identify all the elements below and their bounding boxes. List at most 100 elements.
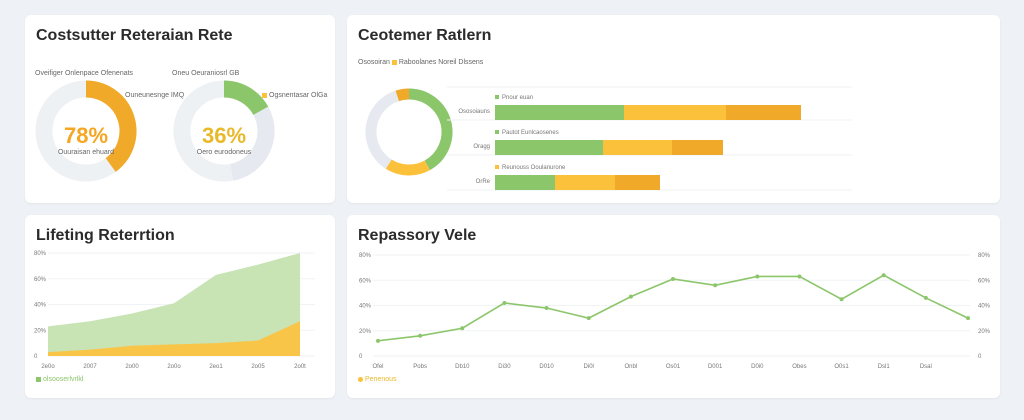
legend: Ososoiran Raboolanes Noreil Dlssens <box>358 59 484 66</box>
y-tick-label: 0 <box>34 354 38 360</box>
x-tick-label: 2o00 <box>125 364 139 370</box>
data-point <box>671 276 675 281</box>
donut-caption: Oneu Oeuraniosrl GB <box>172 70 240 77</box>
y-tick-label-right: 0 <box>978 354 982 360</box>
donut-segment <box>385 159 430 176</box>
y-tick-label-right: 60% <box>978 278 991 284</box>
donut-secondary-arc <box>229 106 275 181</box>
bar-label: OrRe <box>476 179 491 185</box>
data-point <box>966 316 970 321</box>
line-chart: 0 0 20% 20% 40% 40% 60% 60% 80% 80% Ofel Pobs Db10 Di… <box>359 253 991 370</box>
x-tick-label: O0s1 <box>834 364 849 370</box>
x-tick-label: D001 <box>708 364 723 370</box>
y-tick-label: 60% <box>359 278 372 284</box>
donut-segment <box>365 90 400 169</box>
x-tick-label: Di0l <box>584 364 594 370</box>
data-point <box>376 338 380 343</box>
x-tick-label: 2o0o <box>167 364 181 370</box>
x-tick-label: Os01 <box>666 364 681 370</box>
bar-segment <box>495 175 555 190</box>
x-tick-label: 2eo1 <box>209 364 223 370</box>
card-title: Repassory Vele <box>358 227 477 244</box>
x-tick-label: Dsl1 <box>878 364 891 370</box>
x-tick-label: Db10 <box>455 364 470 370</box>
legend: olsooserlvrlkl <box>36 376 83 383</box>
x-tick-label: Dsal <box>920 364 932 370</box>
y-tick-label: 20% <box>359 329 372 335</box>
y-tick-label: 40% <box>34 303 47 309</box>
card-title: Lifeting Reterrtion <box>36 227 175 244</box>
donut-segment <box>408 88 453 171</box>
x-tick-label: Obes <box>792 364 806 370</box>
data-point <box>544 306 549 311</box>
data-point <box>460 326 465 331</box>
pattern-card: Ceotemer Ratlern Ososoiran Raboolanes No… <box>347 15 1000 203</box>
bar-segment <box>624 105 726 120</box>
x-tick-label: 2e0o <box>41 364 55 370</box>
donut-value: 36% <box>201 123 247 148</box>
data-point <box>713 283 718 288</box>
y-tick-label: 60% <box>34 277 47 283</box>
card-title: Costsutter Reteraian Rete <box>36 27 233 44</box>
donut-segment <box>395 88 410 102</box>
y-tick-label: 80% <box>359 253 372 259</box>
x-tick-label: Onbl <box>625 364 638 370</box>
pattern-chart: Pnour euan Ososoiauns Pautot Eunlcaosenes O… <box>365 86 852 191</box>
bar-segment <box>615 175 660 190</box>
bar-legend-marker <box>495 95 499 99</box>
donut-legend: Ogsnentasar OlGa <box>262 92 327 99</box>
y-tick-label-right: 20% <box>978 329 991 335</box>
x-tick-label: D010 <box>539 364 554 370</box>
x-tick-label: 2007 <box>83 364 97 370</box>
data-point <box>881 273 886 278</box>
bar-segment <box>495 105 624 120</box>
x-tick-label: Ofel <box>372 364 383 370</box>
bar-caption: Pautot Eunlcaosenes <box>502 130 559 136</box>
legend: Penenous <box>358 376 397 383</box>
y-tick-label: 0 <box>359 354 363 360</box>
data-point <box>502 300 507 305</box>
donut-sub: Oero eurodoneus <box>196 149 252 156</box>
bar-segment <box>555 175 615 190</box>
retention-donuts <box>35 80 275 182</box>
y-tick-label: 20% <box>34 328 47 334</box>
x-tick-label: 2o0t <box>294 364 306 370</box>
data-point <box>418 333 423 338</box>
donut-sub: Ouuraisan ehuard <box>57 149 115 156</box>
area-series <box>48 321 300 356</box>
donut-caption: Oveifiger Onlenpace Ofenenats <box>35 70 134 77</box>
bar-caption: Pnour euan <box>502 95 533 101</box>
bar-label: Ososoiauns <box>458 109 490 115</box>
data-point <box>586 316 591 321</box>
bar-legend-marker <box>495 130 499 134</box>
data-point <box>628 294 633 299</box>
data-point <box>755 274 760 279</box>
donut-value: 78% <box>63 123 109 148</box>
bar-segment <box>495 140 603 155</box>
repository-card: Repassory Vele 0 0 20% 20% 40% 40% 60% 60% 80% 80… <box>347 215 1000 398</box>
bar-label: Oragg <box>473 144 490 150</box>
donut-legend: Ouneunesnge IMQ <box>125 92 185 99</box>
bar-segment <box>603 140 672 155</box>
bar-legend-marker <box>495 165 499 169</box>
data-point <box>839 297 844 302</box>
x-tick-label: D0i0 <box>751 364 764 370</box>
bar-segment <box>672 140 723 155</box>
y-tick-label: 40% <box>359 304 372 310</box>
y-tick-label-right: 40% <box>978 304 991 310</box>
area-chart: 0 20% 40% 60% 80% 2e0o 2007 2o00 2o0o 2eo1 2o05 2o0… <box>34 251 315 370</box>
x-tick-label: Di30 <box>498 364 511 370</box>
data-point <box>797 274 802 279</box>
bar-caption: Reunouss Ooulanurone <box>502 165 566 171</box>
donut-arc <box>223 80 269 116</box>
donut-arc <box>85 80 137 172</box>
x-tick-label: 2o05 <box>251 364 265 370</box>
area-series <box>48 253 300 356</box>
card-title: Ceotemer Ratlern <box>358 27 492 44</box>
retention-card: Costsutter Reteraian Rete Oveifiger Onle… <box>25 15 335 203</box>
x-tick-label: Pobs <box>413 364 427 370</box>
y-tick-label-right: 80% <box>978 253 991 259</box>
lifetime-card: Lifeting Reterrtion 0 20% 40% 60% 80% 2e0o 200… <box>25 215 335 398</box>
data-point <box>923 295 928 300</box>
bar-segment <box>726 105 801 120</box>
